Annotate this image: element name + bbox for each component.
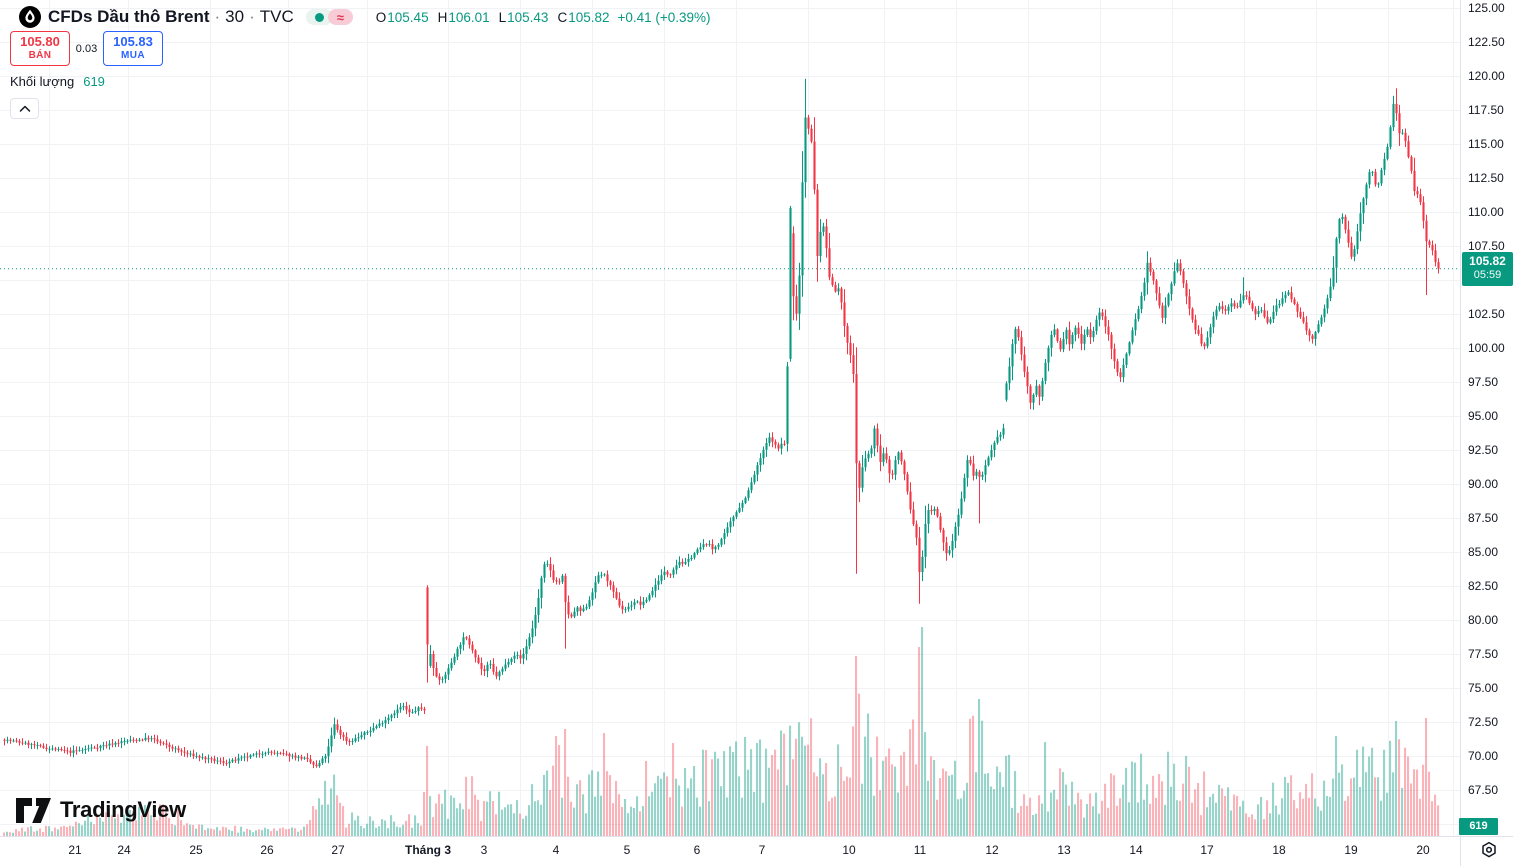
high-label: H	[437, 9, 448, 25]
time-tick-label: 3	[480, 843, 488, 857]
time-tick-label: 21	[68, 843, 82, 857]
symbol-name[interactable]: CFDs Dầu thô Brent	[48, 7, 210, 26]
spread-value: 0.03	[75, 42, 98, 55]
sell-price: 105.80	[20, 34, 60, 49]
market-open-badge[interactable]	[305, 9, 333, 25]
time-tick-label: 7	[758, 843, 766, 857]
price-tick-label: 77.50	[1468, 647, 1499, 661]
price-tick-label: 120.00	[1468, 69, 1505, 83]
time-tick-label: 5	[623, 843, 631, 857]
price-tick-label: 80.00	[1468, 613, 1499, 627]
change-value: +0.41 (+0.39%)	[617, 9, 711, 25]
candle-wicks-down	[4, 88, 1439, 769]
price-tick-label: 95.00	[1468, 409, 1499, 423]
price-tick-label: 122.50	[1468, 35, 1505, 49]
price-tick-label: 75.00	[1468, 681, 1499, 695]
sell-button[interactable]: 105.80 BÁN	[10, 31, 70, 66]
price-tick-label: 115.00	[1468, 137, 1504, 151]
price-scale[interactable]: 125.00 122.50 120.00 117.50 115.00 112.50 110.…	[1459, 0, 1513, 865]
separator-dot: ·	[214, 7, 221, 26]
time-tick-label: 10	[842, 843, 856, 857]
symbol-title-row[interactable]: CFDs Dầu thô Brent · 30 · TVC	[48, 7, 294, 27]
time-tick-label: 12	[985, 843, 999, 857]
volume-axis-badge: 619	[1459, 818, 1498, 835]
time-tick-label: 14	[1129, 843, 1143, 857]
time-tick-label: 25	[189, 843, 203, 857]
close-value: 105.82	[568, 9, 610, 25]
close-label: C	[557, 9, 568, 25]
scale-settings-gear-icon[interactable]	[1479, 840, 1499, 860]
separator-dot: ·	[249, 7, 255, 26]
time-tick-label: 13	[1057, 843, 1071, 857]
low-label: L	[498, 9, 507, 25]
price-tick-label: 110.00	[1468, 205, 1504, 219]
price-tick-label: 72.50	[1468, 715, 1499, 729]
tradingview-logo-icon	[16, 797, 51, 823]
market-status-badges: ≈	[305, 9, 353, 25]
market-open-dot-icon	[314, 12, 324, 22]
price-tick-label: 107.50	[1468, 239, 1505, 253]
price-tick-label: 67.50	[1468, 783, 1499, 797]
candle-wicks-up	[7, 78, 1403, 768]
volume-label: Khối lượng	[10, 74, 75, 89]
price-tick-label: 125.00	[1468, 1, 1505, 15]
volume-study-legend[interactable]: Khối lượng 619	[10, 74, 105, 89]
price-tick-label: 100.00	[1468, 341, 1505, 355]
time-tick-label: 17	[1200, 843, 1214, 857]
price-tick-label: 92.50	[1468, 443, 1499, 457]
price-tick-label: 97.50	[1468, 375, 1499, 389]
price-tick-label: 85.00	[1468, 545, 1499, 559]
trade-buttons: 105.80 BÁN 0.03 105.83 MUA	[10, 31, 163, 66]
candle-bodies-down	[3, 103, 1440, 767]
time-tick-label: 4	[552, 843, 560, 857]
symbol-logo-oil-drop-icon	[19, 6, 41, 28]
time-tick-label: 18	[1272, 843, 1286, 857]
price-tick-label: 90.00	[1468, 477, 1499, 491]
buy-label: MUA	[121, 50, 145, 61]
last-price-value: 105.82	[1469, 253, 1506, 268]
axis-corner	[1460, 836, 1513, 866]
tradingview-brand-text: TradingView	[60, 797, 186, 822]
exchange-name[interactable]: TVC	[259, 7, 294, 26]
delayed-approx-icon: ≈	[336, 9, 344, 25]
time-tick-label: 26	[260, 843, 274, 857]
interval-value[interactable]: 30	[225, 7, 245, 26]
volume-bars-up	[6, 627, 1404, 836]
bar-countdown: 05:59	[1473, 268, 1502, 281]
time-tick-label: 6	[693, 843, 701, 857]
price-tick-label: 82.50	[1468, 579, 1499, 593]
chevron-up-icon	[19, 105, 30, 112]
candle-bodies-up	[6, 103, 1404, 767]
chart-canvas[interactable]	[0, 0, 1460, 836]
price-tick-label: 87.50	[1468, 511, 1499, 525]
last-price-label: 105.82 05:59	[1462, 251, 1513, 286]
time-tick-label: 27	[331, 843, 345, 857]
time-tick-label: 20	[1416, 843, 1430, 857]
ohlc-values: O 105.45 H 106.01 L 105.43 C 105.82 +0.41 (+…	[367, 10, 711, 25]
open-label: O	[375, 9, 387, 25]
buy-price: 105.83	[113, 34, 153, 49]
time-tick-label: 11	[913, 843, 927, 857]
time-tick-label: 19	[1344, 843, 1358, 857]
time-scale[interactable]: 21 24 25 26 27 Tháng 3 3 4 5 6 7 10 11 12 13 14 17 18 19 20	[0, 836, 1460, 866]
buy-button[interactable]: 105.83 MUA	[103, 31, 163, 66]
candlestick-chart	[0, 0, 1460, 836]
time-tick-label: 24	[117, 843, 131, 857]
price-tick-label: 70.00	[1468, 749, 1499, 763]
grid-lines	[0, 0, 1460, 836]
high-value: 106.01	[448, 9, 490, 25]
price-tick-label: 112.50	[1468, 171, 1504, 185]
delayed-data-badge[interactable]: ≈	[327, 9, 353, 25]
collapse-legend-button[interactable]	[10, 98, 39, 119]
time-tick-label: Tháng 3	[404, 843, 452, 857]
chart-legend: CFDs Dầu thô Brent · 30 · TVC ≈ O 105.45 H 106…	[19, 6, 711, 28]
volume-current-value: 619	[83, 74, 105, 89]
price-tick-label: 117.50	[1468, 103, 1504, 117]
low-value: 105.43	[507, 9, 549, 25]
sell-label: BÁN	[28, 50, 52, 61]
price-tick-label: 102.50	[1468, 307, 1505, 321]
tradingview-watermark[interactable]: TradingView	[16, 797, 186, 823]
open-value: 105.45	[387, 9, 429, 25]
